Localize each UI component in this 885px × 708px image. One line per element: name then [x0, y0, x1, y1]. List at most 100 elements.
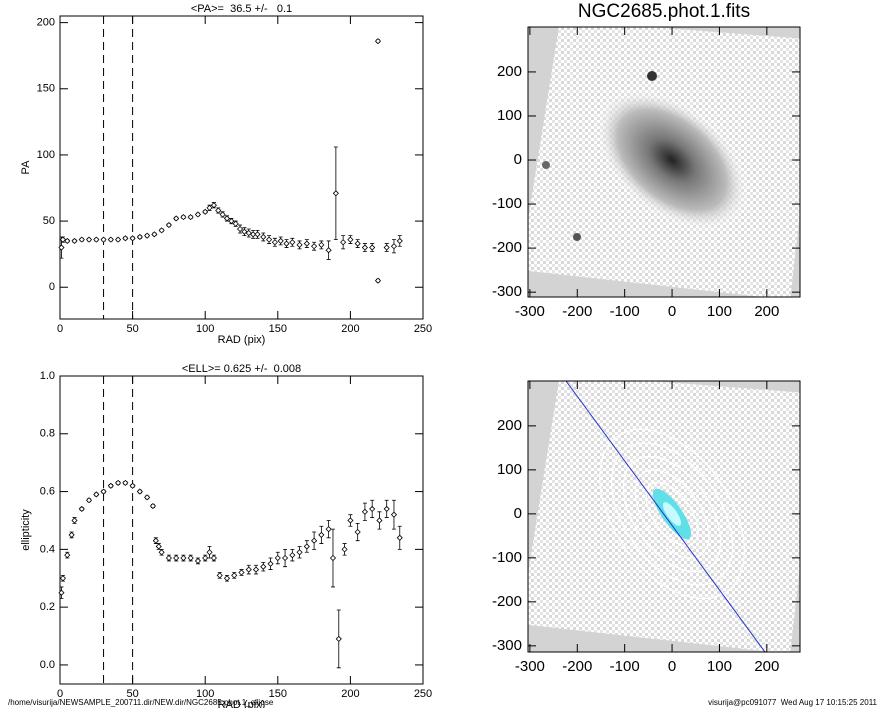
data-point — [354, 240, 361, 247]
y-tick-label: 0 — [49, 281, 55, 293]
data-point — [228, 218, 235, 225]
data-point — [219, 211, 226, 218]
data-point — [93, 236, 100, 243]
data-point — [376, 517, 383, 524]
data-point — [206, 549, 213, 556]
data-point — [354, 528, 361, 536]
x-tick-label: 0 — [57, 323, 63, 335]
x-tick-label: 200 — [754, 658, 779, 675]
data-point — [165, 221, 172, 229]
data-point — [71, 517, 78, 524]
data-point — [78, 236, 85, 243]
data-point — [274, 554, 281, 562]
y-tick-label: -300 — [492, 283, 522, 300]
data-point — [136, 488, 143, 495]
x-axis-label: RAD (pix) — [218, 699, 266, 708]
data-point — [100, 236, 107, 243]
data-point — [347, 236, 354, 243]
y-axis-label: ellipticity — [20, 509, 32, 551]
chart-title: NGC2685.phot.1.fits — [578, 1, 750, 22]
plot-frame — [59, 375, 424, 685]
data-point — [158, 227, 165, 234]
data-point — [64, 237, 71, 244]
data-point — [396, 534, 403, 541]
y-tick-label: 200 — [497, 63, 522, 80]
x-tick-label: -200 — [562, 658, 592, 675]
data-point — [311, 537, 318, 544]
data-point — [245, 229, 252, 237]
data-point — [296, 549, 303, 556]
data-point — [115, 479, 122, 486]
data-point — [283, 240, 290, 247]
y-tick-label: -300 — [492, 637, 522, 654]
x-tick-label: 200 — [754, 303, 779, 320]
data-point — [236, 225, 244, 233]
plot-frame — [59, 15, 424, 320]
data-point — [267, 560, 274, 567]
data-point — [340, 239, 347, 246]
x-tick-label: 250 — [414, 688, 432, 700]
data-point — [325, 247, 332, 254]
data-point — [374, 277, 382, 284]
data-point — [149, 502, 156, 510]
data-point — [396, 237, 403, 244]
x-tick-label: 50 — [126, 323, 138, 335]
data-point — [68, 531, 75, 538]
image-bottom — [528, 381, 800, 652]
x-tick-label: 200 — [341, 323, 359, 335]
data-point — [129, 235, 136, 242]
data-point — [325, 526, 332, 533]
data-point — [303, 543, 310, 550]
y-tick-label: -200 — [492, 593, 522, 610]
x-tick-label: 50 — [126, 688, 138, 700]
x-tick-label: -100 — [610, 658, 640, 675]
chart-title: <PA>= 36.5 +/- 0.1 — [191, 3, 292, 15]
data-point — [100, 488, 107, 495]
data-point — [122, 479, 129, 486]
x-tick-label: -300 — [515, 303, 545, 320]
y-tick-label: 0 — [514, 151, 522, 168]
data-point — [122, 235, 129, 242]
data-point — [173, 554, 180, 562]
data-point — [223, 215, 231, 222]
data-point — [165, 554, 172, 562]
y-tick-label: 0.6 — [40, 485, 55, 497]
data-point — [194, 557, 202, 564]
data-point — [129, 482, 136, 489]
y-tick-label: 200 — [37, 17, 55, 29]
footer-stamp: visurija@pc091077 Wed Aug 17 10:15:25 20… — [708, 698, 877, 707]
data-point — [266, 236, 273, 243]
data-point — [383, 244, 390, 251]
data-point — [361, 508, 368, 515]
data-point — [206, 204, 213, 211]
data-point — [144, 232, 151, 239]
data-point — [303, 240, 310, 247]
data-point — [260, 563, 267, 570]
data-point — [241, 228, 248, 235]
data-point — [93, 491, 100, 498]
x-tick-label: -100 — [610, 303, 640, 320]
y-axis-label: PA — [20, 160, 32, 175]
x-tick-label: 0 — [668, 658, 676, 675]
data-point — [296, 241, 303, 248]
data-point — [231, 572, 238, 579]
data-point — [369, 505, 376, 512]
data-point — [369, 244, 376, 251]
x-tick-label: 150 — [269, 688, 287, 700]
x-tick-label: -300 — [515, 658, 545, 675]
data-point — [260, 233, 267, 241]
plot-frame — [527, 26, 801, 298]
data-point — [341, 546, 348, 553]
data-point — [136, 233, 143, 241]
data-point — [78, 505, 85, 512]
data-point — [250, 231, 257, 238]
data-point — [144, 494, 151, 501]
x-tick-label: 100 — [707, 658, 732, 675]
data-point — [180, 554, 187, 562]
data-point — [85, 497, 93, 504]
data-point — [107, 482, 114, 489]
data-point — [71, 237, 78, 244]
data-point — [223, 575, 231, 582]
x-tick-label: 100 — [707, 303, 732, 320]
